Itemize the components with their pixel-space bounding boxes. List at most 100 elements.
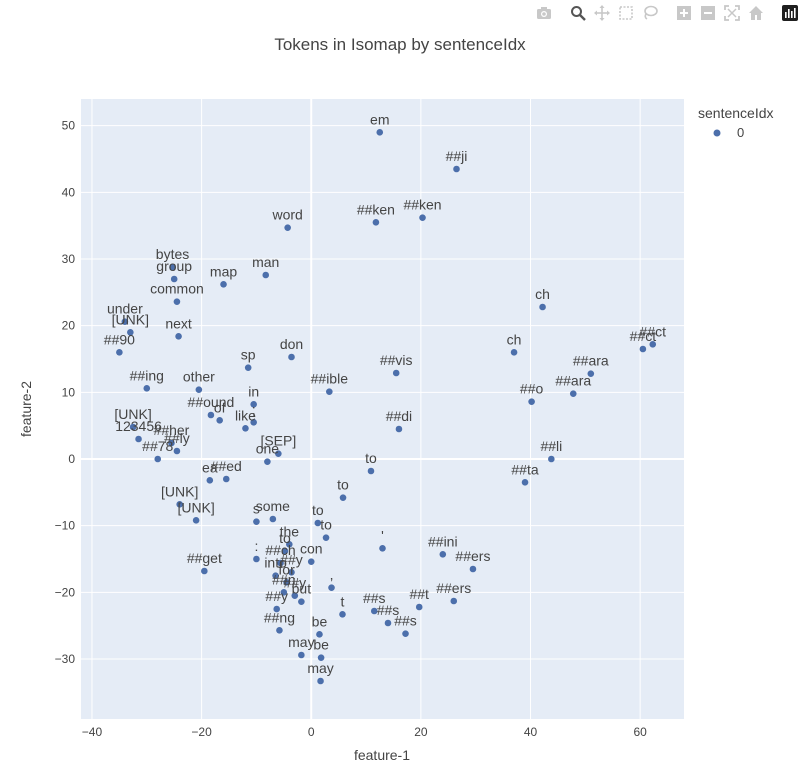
data-point bbox=[244, 364, 252, 371]
data-label: the bbox=[280, 523, 300, 539]
data-point bbox=[277, 559, 284, 567]
y-tick-label: 20 bbox=[62, 319, 76, 333]
data-label: ##78 bbox=[142, 438, 173, 454]
legend[interactable]: sentenceIdx 0 bbox=[698, 105, 774, 140]
data-point bbox=[273, 605, 281, 613]
data-point bbox=[450, 597, 458, 605]
data-label: to bbox=[279, 530, 291, 546]
data-label: ##ini bbox=[428, 533, 458, 549]
data-label: to bbox=[320, 517, 332, 533]
autoscale-icon[interactable] bbox=[721, 3, 743, 23]
data-label: ##vis bbox=[380, 352, 413, 368]
data-point bbox=[469, 565, 477, 573]
data-point bbox=[269, 515, 277, 523]
data-label: ##ara bbox=[573, 353, 609, 369]
data-point bbox=[242, 425, 249, 432]
x-tick-label: −40 bbox=[82, 725, 103, 739]
data-label: man bbox=[252, 254, 279, 270]
data-label: may bbox=[307, 660, 333, 676]
data-label: to bbox=[365, 450, 377, 466]
data-label: ##ed bbox=[211, 458, 242, 474]
box-select-icon[interactable] bbox=[615, 3, 637, 23]
data-label: [UNK] bbox=[177, 499, 214, 515]
zoom-out-icon[interactable] bbox=[697, 3, 719, 23]
data-label: [UNK] bbox=[161, 483, 198, 499]
data-point bbox=[272, 572, 279, 579]
data-label: , bbox=[330, 567, 334, 583]
data-label: ##ers bbox=[436, 580, 471, 596]
data-label: sp bbox=[241, 347, 256, 363]
zoom-icon[interactable] bbox=[567, 3, 589, 23]
data-point bbox=[154, 455, 162, 463]
data-point bbox=[250, 401, 257, 408]
data-label: ##s bbox=[394, 613, 417, 629]
data-label: ##ible bbox=[311, 371, 349, 387]
data-label: ##di bbox=[386, 408, 412, 424]
data-label: ##o bbox=[520, 381, 544, 397]
data-point bbox=[316, 631, 323, 638]
data-point bbox=[317, 654, 325, 661]
plotly-logo-icon[interactable] bbox=[779, 3, 798, 23]
data-label: ##ound bbox=[188, 394, 235, 410]
data-label: ##y bbox=[280, 551, 303, 567]
data-label: ##ng bbox=[264, 609, 295, 625]
data-label: ##li bbox=[540, 438, 562, 454]
data-point bbox=[288, 353, 295, 361]
data-label: ##ara bbox=[555, 373, 591, 389]
data-label: ea bbox=[202, 459, 218, 475]
data-point bbox=[195, 386, 203, 393]
data-label: con bbox=[300, 541, 323, 557]
legend-title: sentenceIdx bbox=[698, 105, 774, 121]
data-point bbox=[280, 589, 288, 596]
data-label: ##ers bbox=[455, 548, 490, 564]
data-label: be bbox=[312, 613, 328, 629]
data-point bbox=[372, 219, 380, 226]
data-label: [UNK] bbox=[114, 406, 151, 422]
data-point bbox=[176, 501, 183, 508]
data-label: other bbox=[183, 369, 215, 385]
data-point bbox=[339, 494, 347, 501]
y-tick-label: −30 bbox=[55, 652, 76, 666]
data-label: bytes bbox=[156, 246, 189, 262]
data-label: em bbox=[370, 111, 389, 127]
data-point bbox=[298, 651, 305, 659]
data-points bbox=[116, 129, 657, 685]
pan-icon[interactable] bbox=[591, 3, 613, 23]
data-label: ##ly bbox=[164, 430, 190, 446]
data-point bbox=[649, 341, 657, 348]
data-point bbox=[415, 603, 423, 611]
x-tick-label: −20 bbox=[191, 725, 212, 739]
data-label: some bbox=[256, 498, 290, 514]
data-label: ##y bbox=[265, 588, 288, 604]
data-point bbox=[298, 598, 305, 605]
data-label: [UNK] bbox=[112, 311, 149, 327]
data-point bbox=[286, 541, 293, 548]
data-label: common bbox=[150, 281, 204, 297]
data-label: ch bbox=[507, 331, 522, 347]
data-point bbox=[326, 388, 333, 395]
data-label: ##n bbox=[272, 571, 295, 587]
data-label: be bbox=[313, 637, 329, 653]
data-point bbox=[275, 450, 282, 457]
data-label: don bbox=[280, 336, 303, 352]
reset-axes-icon[interactable] bbox=[745, 3, 767, 23]
zoom-in-icon[interactable] bbox=[673, 3, 695, 23]
watermark: 知乎 @天国滑行 bbox=[630, 748, 778, 770]
data-label: ##ji bbox=[446, 148, 468, 164]
data-label: ##ch bbox=[265, 542, 295, 558]
y-tick-label: 50 bbox=[62, 119, 76, 133]
data-label: ; bbox=[252, 401, 256, 417]
lasso-select-icon[interactable] bbox=[639, 3, 661, 23]
data-point bbox=[121, 318, 129, 325]
x-tick-label: 0 bbox=[308, 725, 315, 739]
camera-icon[interactable] bbox=[533, 3, 555, 23]
data-label: group bbox=[156, 258, 192, 274]
legend-entry: 0 bbox=[737, 125, 744, 140]
data-point bbox=[539, 303, 546, 311]
data-label: map bbox=[210, 263, 237, 279]
data-label: for bbox=[278, 561, 295, 577]
plot-area[interactable] bbox=[81, 99, 684, 719]
legend-marker bbox=[713, 129, 721, 137]
